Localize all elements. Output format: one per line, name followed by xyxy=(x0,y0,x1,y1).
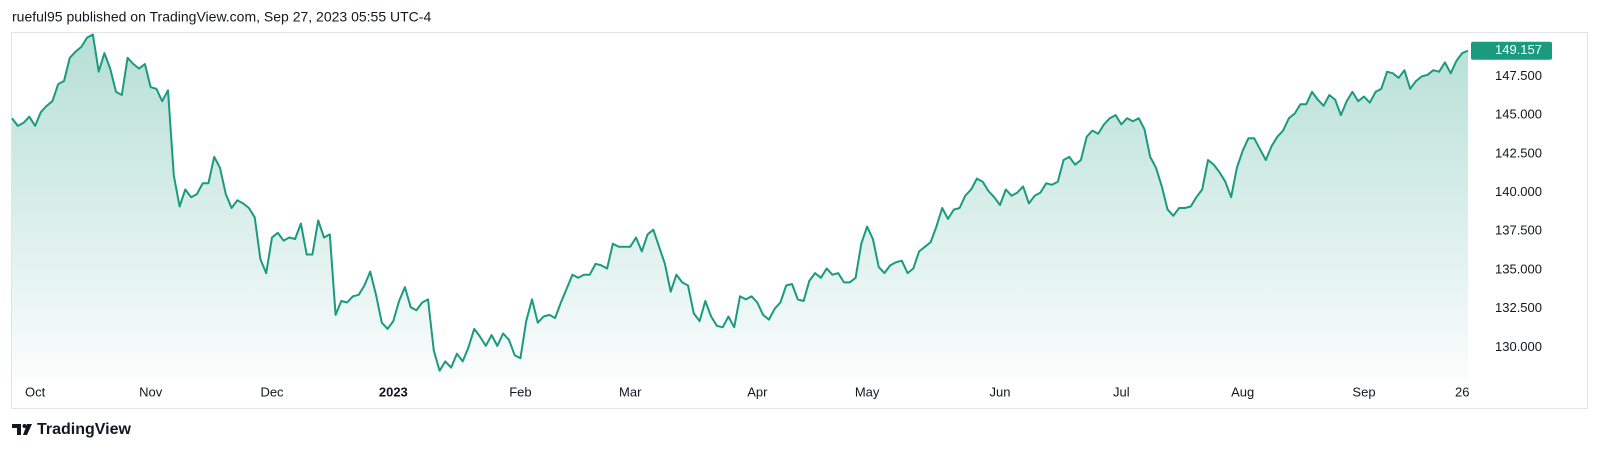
y-tick-label: 145.000 xyxy=(1495,107,1542,122)
y-tick-label: 130.000 xyxy=(1495,339,1542,354)
x-tick-label: Mar xyxy=(619,384,642,399)
brand-name: TradingView xyxy=(37,421,132,438)
last-price-label: 149.157 xyxy=(1495,42,1542,57)
area-fill xyxy=(12,34,1468,380)
y-tick-label: 140.000 xyxy=(1495,184,1542,199)
x-tick-label: 2023 xyxy=(379,384,408,399)
y-tick-label: 132.500 xyxy=(1495,300,1542,315)
y-tick-label: 137.500 xyxy=(1495,223,1542,238)
tradingview-logo xyxy=(12,424,32,435)
x-tick-label: Feb xyxy=(509,384,531,399)
y-tick-label: 135.000 xyxy=(1495,261,1542,276)
x-tick-label: Jun xyxy=(990,384,1011,399)
x-tick-label: Sep xyxy=(1352,384,1375,399)
y-tick-label: 147.500 xyxy=(1495,68,1542,83)
x-tick-label: May xyxy=(855,384,880,399)
publish-header: rueful95 published on TradingView.com, S… xyxy=(12,9,431,25)
x-tick-label: 26 xyxy=(1455,384,1469,399)
y-tick-label: 142.500 xyxy=(1495,145,1542,160)
price-line xyxy=(11,33,1469,372)
last-price-box xyxy=(1471,41,1552,60)
x-tick-label: Dec xyxy=(260,384,284,399)
chart-frame xyxy=(11,32,1588,409)
x-tick-label: Jul xyxy=(1113,384,1130,399)
x-tick-label: Aug xyxy=(1231,384,1254,399)
x-tick-label: Apr xyxy=(747,384,768,399)
x-tick-label: Oct xyxy=(25,384,46,399)
x-tick-label: Nov xyxy=(139,384,163,399)
